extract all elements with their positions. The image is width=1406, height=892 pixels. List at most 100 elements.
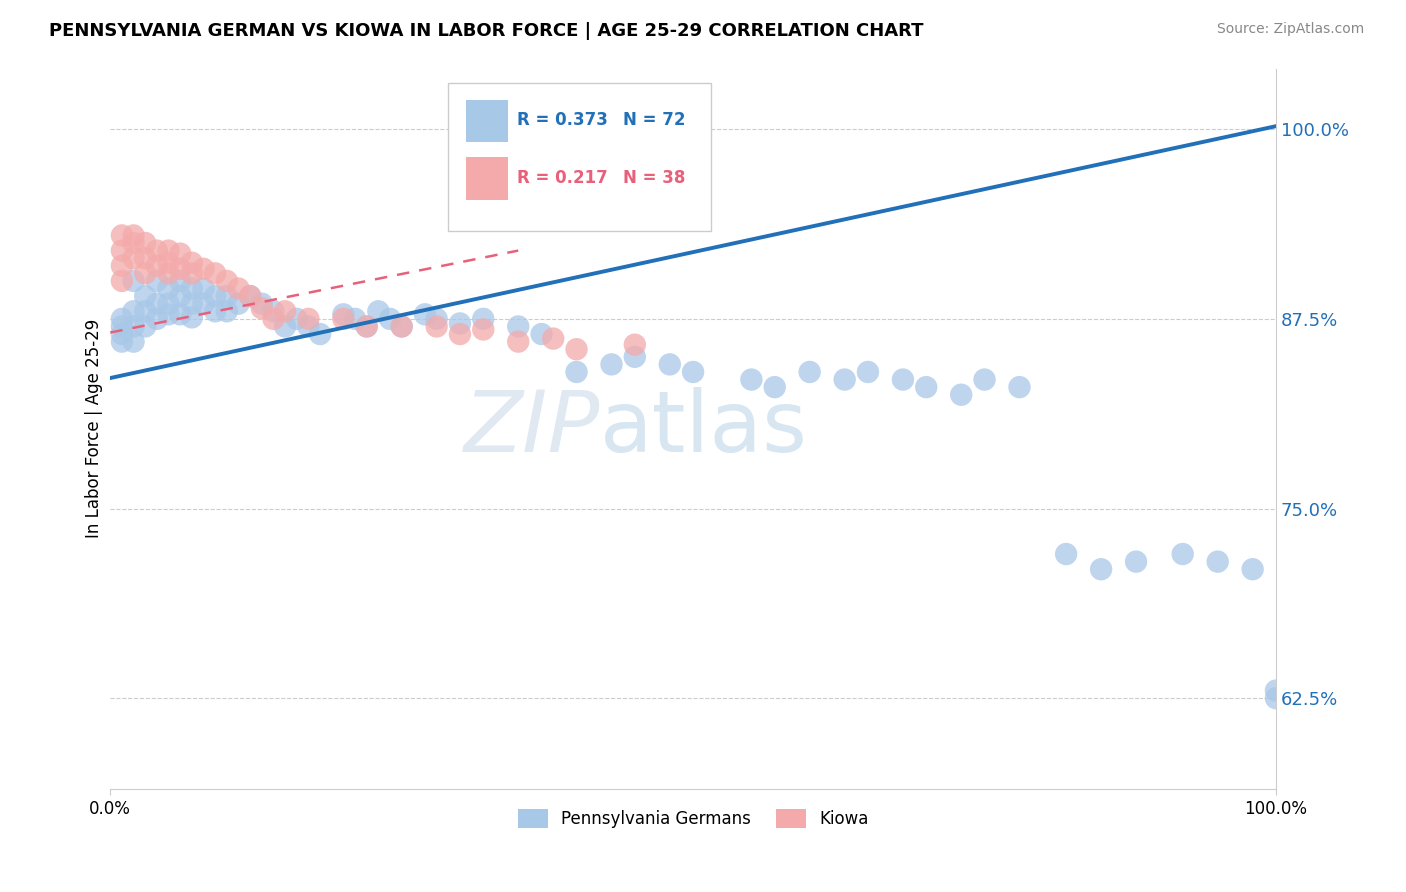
Point <box>122 319 145 334</box>
Point <box>356 319 378 334</box>
Point <box>111 326 134 341</box>
Point <box>378 311 401 326</box>
Point <box>565 365 588 379</box>
Point <box>157 307 180 321</box>
Point <box>262 311 284 326</box>
Point <box>228 296 250 310</box>
Point <box>239 289 262 303</box>
Point <box>332 311 354 326</box>
Point <box>1125 555 1147 569</box>
Point <box>915 380 938 394</box>
Point <box>122 251 145 265</box>
Point <box>215 274 238 288</box>
Point <box>111 259 134 273</box>
Point <box>1054 547 1077 561</box>
Point <box>111 319 134 334</box>
Point <box>134 251 156 265</box>
Point <box>565 342 588 356</box>
Point <box>332 307 354 321</box>
Legend: Pennsylvania Germans, Kiowa: Pennsylvania Germans, Kiowa <box>510 803 875 835</box>
Point <box>169 307 191 321</box>
Point <box>740 373 762 387</box>
Point <box>193 296 215 310</box>
Text: R = 0.217: R = 0.217 <box>517 169 607 187</box>
Point <box>530 326 553 341</box>
Point <box>891 373 914 387</box>
Point <box>1090 562 1112 576</box>
Point <box>262 304 284 318</box>
Point <box>180 310 202 325</box>
Point <box>285 311 308 326</box>
Text: N = 38: N = 38 <box>623 169 686 187</box>
Point <box>1265 683 1288 698</box>
Text: PENNSYLVANIA GERMAN VS KIOWA IN LABOR FORCE | AGE 25-29 CORRELATION CHART: PENNSYLVANIA GERMAN VS KIOWA IN LABOR FO… <box>49 22 924 40</box>
Text: Source: ZipAtlas.com: Source: ZipAtlas.com <box>1216 22 1364 37</box>
Point <box>157 296 180 310</box>
FancyBboxPatch shape <box>465 100 508 142</box>
Point <box>134 266 156 280</box>
Point <box>180 296 202 310</box>
Point <box>297 311 319 326</box>
Text: ZIP: ZIP <box>464 387 600 470</box>
Point <box>309 326 332 341</box>
Point <box>215 289 238 303</box>
Point <box>180 256 202 270</box>
Point <box>600 358 623 372</box>
Point <box>449 326 471 341</box>
Point <box>169 274 191 288</box>
Point <box>426 311 449 326</box>
Point <box>426 319 449 334</box>
Point <box>111 311 134 326</box>
Point <box>508 319 530 334</box>
Point <box>134 235 156 250</box>
Point <box>228 281 250 295</box>
Point <box>834 373 856 387</box>
Point <box>1241 562 1264 576</box>
Point <box>1171 547 1194 561</box>
Point <box>193 261 215 276</box>
Point <box>250 301 273 316</box>
Point <box>122 304 145 318</box>
Text: R = 0.373: R = 0.373 <box>517 112 607 129</box>
Point <box>472 322 495 336</box>
Point <box>111 228 134 243</box>
Point <box>146 296 169 310</box>
Point <box>193 281 215 295</box>
Point <box>1206 555 1229 569</box>
Point <box>122 274 145 288</box>
Point <box>111 244 134 258</box>
Point <box>215 304 238 318</box>
Point <box>204 266 226 280</box>
Point <box>111 274 134 288</box>
Point <box>799 365 821 379</box>
Point <box>763 380 786 394</box>
Point <box>157 256 180 270</box>
Point <box>204 289 226 303</box>
Point <box>204 304 226 318</box>
Text: atlas: atlas <box>600 387 808 470</box>
Point <box>274 304 297 318</box>
Point <box>1008 380 1031 394</box>
Point <box>146 311 169 326</box>
Point <box>344 311 367 326</box>
Point <box>157 281 180 295</box>
Point <box>624 337 647 351</box>
Point <box>122 228 145 243</box>
Point <box>146 259 169 273</box>
Point <box>111 334 134 349</box>
Point <box>122 334 145 349</box>
FancyBboxPatch shape <box>449 83 710 231</box>
Point <box>169 289 191 303</box>
Point <box>157 244 180 258</box>
Point <box>449 317 471 331</box>
Point <box>122 235 145 250</box>
Point <box>169 261 191 276</box>
Point <box>297 319 319 334</box>
Point <box>180 281 202 295</box>
Point <box>367 304 389 318</box>
Point <box>682 365 704 379</box>
Point <box>239 289 262 303</box>
Point <box>413 307 436 321</box>
FancyBboxPatch shape <box>465 157 508 200</box>
Point <box>146 244 169 258</box>
